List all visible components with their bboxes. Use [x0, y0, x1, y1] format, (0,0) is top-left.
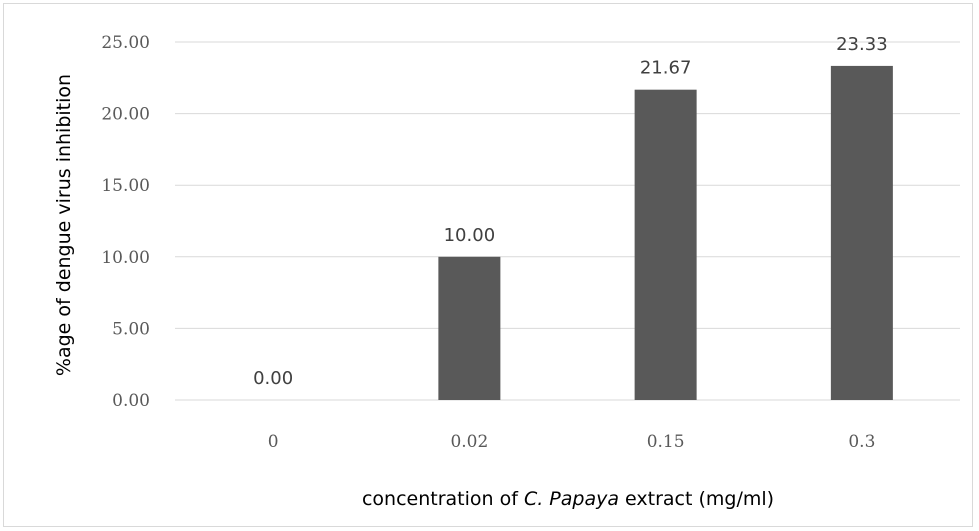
data-label: 21.67 — [640, 58, 692, 79]
x-tick-label: 0 — [268, 432, 279, 452]
x-tick-label: 0.3 — [848, 432, 875, 452]
x-axis-title-suffix: extract (mg/ml) — [619, 488, 774, 510]
bar — [634, 89, 697, 400]
gridlines — [175, 41, 960, 401]
x-axis-title: concentration of C. Papaya extract (mg/m… — [362, 488, 774, 510]
x-axis-title-species: C. Papaya — [524, 488, 619, 510]
x-tick-label: 0.15 — [647, 432, 685, 452]
x-axis-title-prefix: concentration of — [362, 488, 524, 510]
bar — [438, 256, 501, 400]
x-tick-label: 0.02 — [450, 432, 488, 452]
data-label: 23.33 — [836, 34, 888, 55]
y-tick-label: 20.00 — [101, 105, 150, 125]
y-tick-label: 0.00 — [112, 391, 150, 411]
x-axis-ticks: 0 0.02 0.15 0.3 — [268, 432, 876, 452]
y-tick-label: 15.00 — [101, 176, 150, 196]
y-tick-label: 10.00 — [101, 248, 150, 268]
y-axis-title: %age of dengue virus inhibition — [53, 74, 75, 376]
bar — [830, 65, 893, 400]
y-tick-label: 5.00 — [112, 319, 150, 339]
bars — [438, 65, 893, 400]
y-tick-label: 25.00 — [101, 33, 150, 53]
data-labels: 0.00 10.00 21.67 23.33 — [253, 34, 888, 389]
y-axis-ticks: 0.00 5.00 10.00 15.00 20.00 25.00 — [101, 33, 150, 411]
data-label: 10.00 — [444, 225, 496, 246]
data-label: 0.00 — [253, 368, 293, 389]
